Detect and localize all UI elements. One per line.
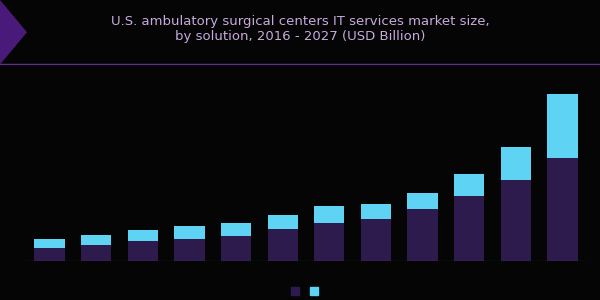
Bar — [361, 219, 391, 261]
Bar — [500, 180, 531, 261]
Bar — [407, 209, 437, 261]
Legend: , : , — [289, 284, 323, 298]
Bar — [34, 248, 65, 261]
Bar — [314, 223, 344, 261]
Bar — [221, 223, 251, 236]
Bar — [268, 229, 298, 261]
Text: U.S. ambulatory surgical centers IT services market size,
by solution, 2016 - 20: U.S. ambulatory surgical centers IT serv… — [110, 15, 490, 43]
Bar — [454, 174, 484, 196]
Bar — [81, 245, 112, 261]
Bar — [175, 238, 205, 261]
Bar — [314, 206, 344, 223]
Bar — [454, 196, 484, 261]
Bar — [361, 205, 391, 219]
Bar — [128, 242, 158, 261]
Bar — [175, 226, 205, 238]
Polygon shape — [0, 0, 27, 64]
Bar — [34, 238, 65, 248]
Bar — [221, 236, 251, 261]
Bar — [547, 94, 578, 158]
Bar — [500, 147, 531, 180]
Bar — [547, 158, 578, 261]
Bar — [407, 193, 437, 209]
Bar — [128, 230, 158, 242]
Bar — [81, 235, 112, 245]
Bar — [268, 215, 298, 229]
